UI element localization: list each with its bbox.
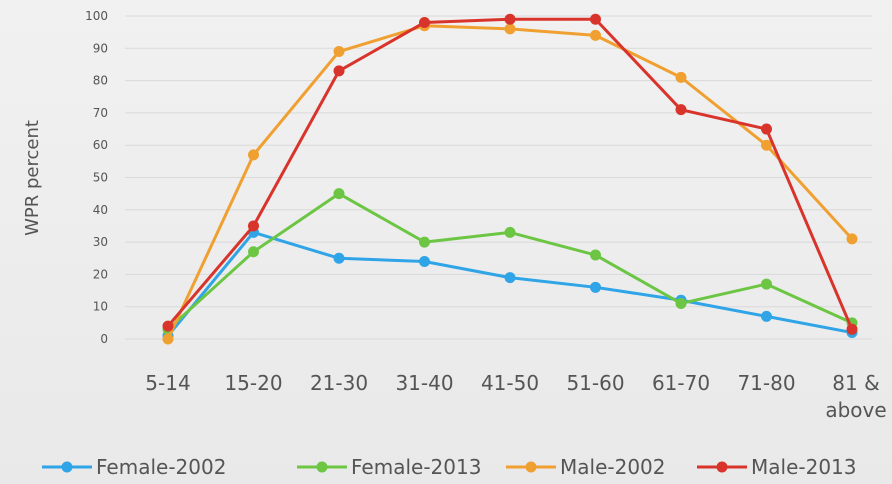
data-point bbox=[504, 23, 516, 35]
data-point bbox=[333, 188, 345, 200]
legend-label: Female-2002 bbox=[96, 455, 226, 479]
data-point bbox=[675, 71, 687, 83]
series-line bbox=[166, 230, 853, 337]
data-point bbox=[248, 220, 259, 232]
data-point bbox=[504, 226, 516, 238]
data-point bbox=[761, 310, 772, 322]
legend-label: Female-2013 bbox=[351, 455, 481, 479]
data-point bbox=[761, 278, 772, 290]
x-tick-label: 81 & above bbox=[825, 371, 886, 422]
data-point bbox=[846, 233, 858, 245]
y-tick-label: 10 bbox=[93, 300, 108, 314]
data-point bbox=[590, 13, 601, 25]
data-point bbox=[419, 236, 430, 248]
legend-swatch-marker bbox=[61, 461, 73, 473]
data-point bbox=[675, 104, 687, 116]
series-layer bbox=[162, 13, 858, 345]
data-point bbox=[333, 46, 345, 58]
data-point bbox=[162, 320, 174, 332]
data-point bbox=[590, 249, 601, 261]
legend-label: Male-2002 bbox=[560, 455, 666, 479]
y-tick-label: 60 bbox=[93, 138, 108, 152]
data-point bbox=[333, 252, 345, 264]
series-line bbox=[166, 192, 853, 331]
grid-layer bbox=[125, 15, 872, 340]
y-axis-ticks: 0 10 20 30 40 50 60 70 80 90 100 bbox=[85, 9, 108, 346]
legend: Female-2002 Female-2013 Male-2002 Male-2013 bbox=[42, 455, 857, 479]
x-tick-label: 71-80 bbox=[737, 371, 795, 395]
x-axis-ticks: 5-14 15-20 21-30 31-40 41-50 51-60 61-70 71-80 8… bbox=[145, 371, 886, 422]
data-point bbox=[248, 246, 259, 258]
series-male-2013 bbox=[162, 13, 858, 335]
legend-swatch-marker bbox=[316, 461, 328, 473]
data-point bbox=[162, 333, 174, 345]
data-point bbox=[675, 297, 687, 309]
x-tick-label: 5-14 bbox=[145, 371, 190, 395]
y-tick-label: 20 bbox=[93, 267, 108, 281]
data-point bbox=[419, 16, 430, 28]
data-point bbox=[333, 65, 345, 77]
y-tick-label: 90 bbox=[93, 41, 108, 55]
x-tick-label: 21-30 bbox=[310, 371, 368, 395]
y-axis-label: WPR percent bbox=[22, 120, 43, 236]
data-point bbox=[504, 13, 516, 25]
legend-item: Female-2013 bbox=[297, 455, 481, 479]
data-point bbox=[590, 281, 601, 293]
x-tick-label: 41-50 bbox=[481, 371, 539, 395]
data-point bbox=[761, 123, 772, 135]
y-tick-label: 40 bbox=[93, 203, 108, 217]
legend-item: Male-2002 bbox=[506, 455, 666, 479]
legend-item: Male-2013 bbox=[697, 455, 857, 479]
data-point bbox=[504, 272, 516, 284]
legend-item: Female-2002 bbox=[42, 455, 226, 479]
x-tick-label: 15-20 bbox=[224, 371, 282, 395]
data-point bbox=[248, 149, 259, 161]
legend-swatch-marker bbox=[716, 461, 728, 473]
y-tick-label: 100 bbox=[85, 9, 108, 23]
x-tick-label: 61-70 bbox=[652, 371, 710, 395]
legend-swatch-marker bbox=[525, 461, 537, 473]
y-tick-label: 70 bbox=[93, 106, 108, 120]
legend-label: Male-2013 bbox=[751, 455, 857, 479]
data-point bbox=[761, 139, 772, 151]
data-point bbox=[419, 255, 430, 267]
x-tick-label: 51-60 bbox=[566, 371, 624, 395]
x-tick-label: 31-40 bbox=[395, 371, 453, 395]
data-point bbox=[590, 29, 601, 41]
y-tick-label: 80 bbox=[93, 74, 108, 88]
y-tick-label: 30 bbox=[93, 235, 108, 249]
series-male-2002 bbox=[162, 20, 858, 345]
series-line bbox=[166, 24, 854, 340]
y-tick-label: 50 bbox=[93, 171, 108, 185]
data-point bbox=[846, 323, 858, 335]
y-tick-label: 0 bbox=[100, 332, 108, 346]
